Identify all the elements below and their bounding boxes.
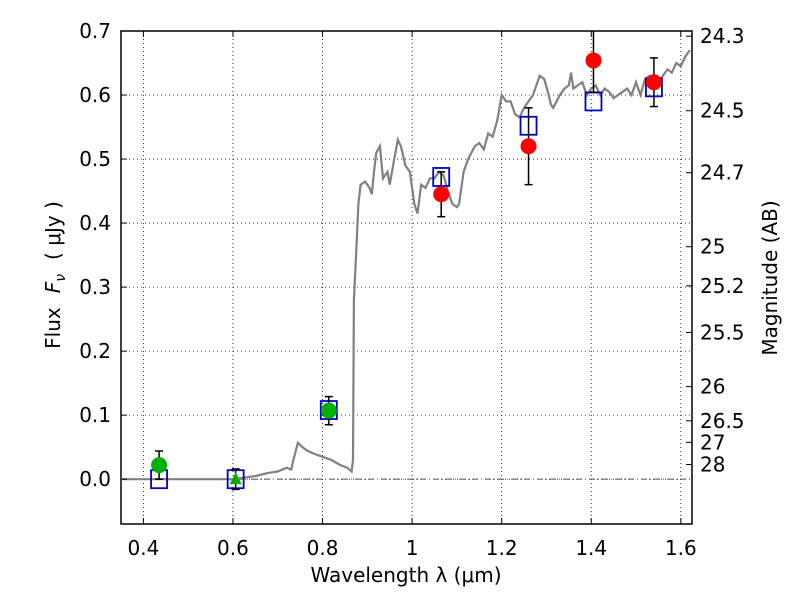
y-tick-label: 0.2 [79,339,111,363]
right-tick-label: 24.5 [700,99,745,123]
model-photometry-points [150,77,663,490]
right-tick-label: 26 [700,375,725,399]
y-axis-ticks: 0.0 0.1 0.2 0.3 0.4 0.5 0.6 0.7 [79,19,127,491]
x-tick-label: 1.2 [486,536,518,560]
x-tick-label: 0.8 [307,536,339,560]
y-axis-label-prefix: Flux [41,307,65,349]
y-tick-label: 0.1 [79,403,111,427]
right-tick-label: 25 [700,235,725,259]
x-tick-label: 0.4 [127,536,159,560]
right-tick-label: 27 [700,430,725,454]
observed-points [151,52,662,485]
x-tick-label: 0.6 [217,536,249,560]
right-tick-label: 25.5 [700,320,745,344]
observed-detection-point [433,186,450,203]
right-axis-label: Magnitude (AB) [758,200,782,355]
grid-lines [121,30,692,524]
right-tick-label: 25.2 [700,274,745,298]
observed-point [320,402,337,419]
y-tick-label: 0.4 [79,211,111,235]
right-tick-label: 28 [700,453,725,477]
right-tick-label: 26.5 [700,409,745,433]
y-tick-label: 0.5 [79,147,111,171]
model-spectrum [121,49,691,481]
observed-upper-limit-point [229,472,242,485]
x-axis-label: Wavelength λ (μm) [310,563,501,587]
y-tick-label: 0.0 [79,467,111,491]
y-tick-label: 0.6 [79,83,111,107]
y-axis-label-symbol: F [41,281,65,293]
observed-detection-point [645,74,662,91]
x-axis-ticks: 0.4 0.6 0.8 1 1.2 1.4 1.6 [127,31,697,560]
y-tick-label: 0.3 [79,275,111,299]
y-axis-label-subscript: ν [53,274,69,282]
x-tick-label: 1.6 [665,536,697,560]
spectrum-line [121,49,691,481]
plot-frame [120,30,693,525]
x-tick-label: 1.4 [575,536,607,560]
y-axis-label-unit: ( μJy ) [41,201,65,260]
x-tick-label: 1 [406,536,419,560]
right-tick-label: 24.7 [700,161,745,185]
observed-detection-point [520,138,537,155]
y-axis-label: Flux Fν ( μJy ) [41,201,69,349]
right-tick-label: 24.3 [700,24,745,48]
observed-point [151,457,168,474]
observed-detection-point [585,52,602,69]
y-tick-label: 0.7 [79,19,111,43]
error-bars [155,31,658,491]
